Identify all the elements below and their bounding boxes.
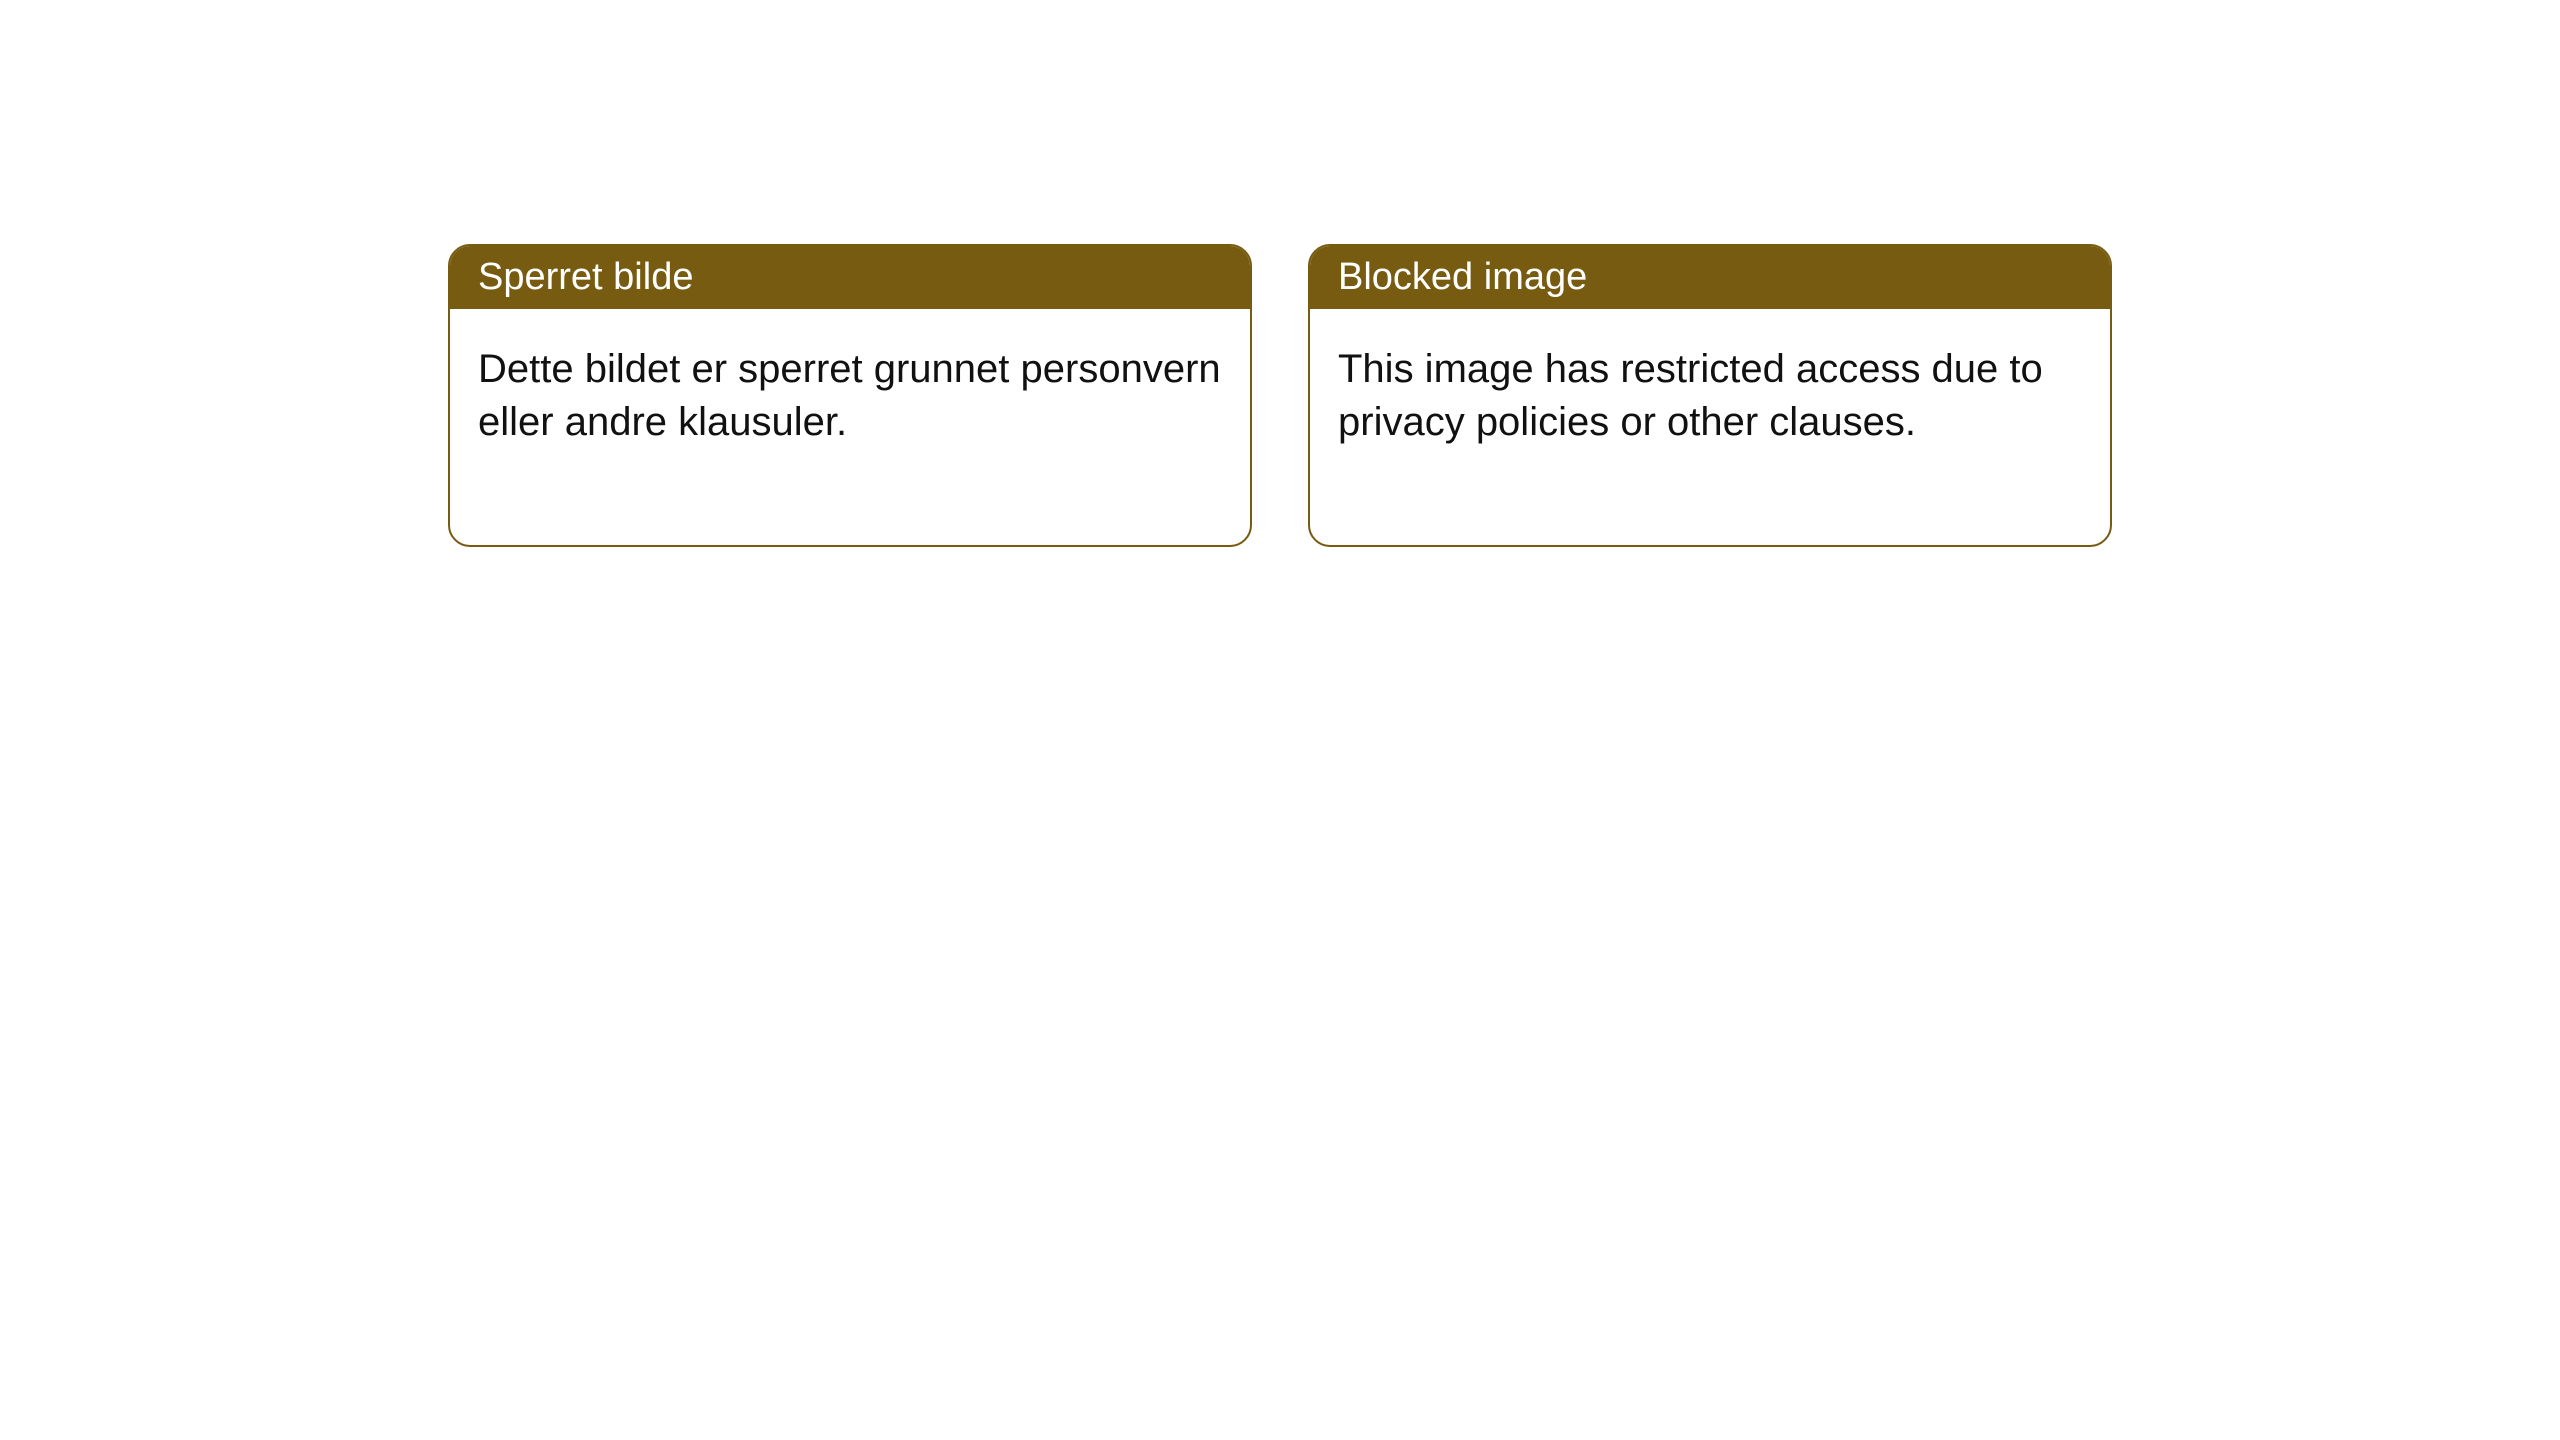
notice-card-english: Blocked image This image has restricted …	[1308, 244, 2112, 547]
notice-body-norwegian: Dette bildet er sperret grunnet personve…	[450, 309, 1250, 545]
notice-header-norwegian: Sperret bilde	[450, 246, 1250, 309]
notice-body-english: This image has restricted access due to …	[1310, 309, 2110, 545]
notice-header-english: Blocked image	[1310, 246, 2110, 309]
notice-container: Sperret bilde Dette bildet er sperret gr…	[0, 0, 2560, 547]
notice-card-norwegian: Sperret bilde Dette bildet er sperret gr…	[448, 244, 1252, 547]
